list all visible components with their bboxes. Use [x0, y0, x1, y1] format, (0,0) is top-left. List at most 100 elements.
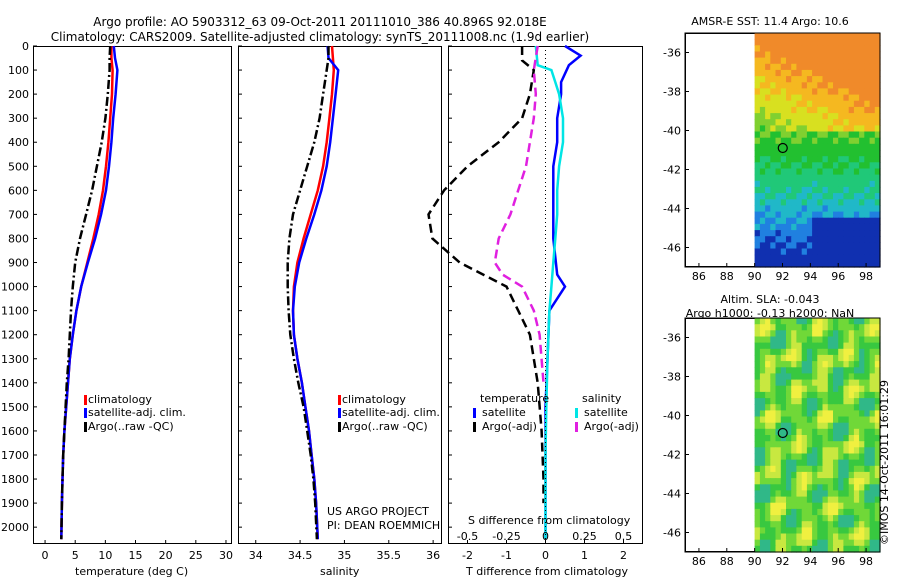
map-cell — [786, 82, 792, 90]
map-cell — [838, 478, 844, 485]
map-cell — [806, 484, 813, 492]
map-cell — [874, 76, 881, 83]
map-cell — [833, 39, 839, 46]
map-cell — [853, 260, 860, 268]
map-cell — [801, 100, 808, 108]
map-cell — [853, 404, 860, 411]
map-cell — [833, 354, 839, 362]
map-cell — [817, 217, 824, 225]
map-cell — [754, 521, 761, 528]
map-cell — [770, 106, 777, 114]
map-cell — [864, 416, 871, 424]
map-cell — [853, 63, 860, 71]
map-cell — [791, 230, 797, 237]
map-cell — [759, 199, 766, 207]
map-cell — [874, 186, 881, 194]
sst-map-title: AMSR-E SST: 11.4 Argo: 10.6 — [691, 15, 849, 28]
map-cell — [864, 180, 871, 188]
map-cell — [838, 410, 844, 418]
map-cell — [864, 174, 871, 182]
map-cell — [859, 39, 865, 46]
map-cell — [833, 391, 839, 399]
map-cell — [838, 100, 844, 108]
map-cell — [853, 465, 860, 473]
map-cell — [786, 471, 792, 479]
map-cell — [848, 63, 855, 71]
map-cell — [775, 199, 782, 207]
map-cell — [812, 186, 818, 194]
map-cell — [822, 515, 829, 522]
map-cell — [806, 545, 813, 553]
map-cell — [780, 217, 787, 225]
map-cell — [806, 404, 813, 411]
map-cell — [759, 45, 766, 53]
map-cell — [806, 367, 813, 375]
map-cell — [759, 428, 766, 436]
map-cell — [817, 422, 824, 430]
map-cell — [843, 119, 850, 126]
map-cell — [869, 465, 876, 473]
map-cell — [786, 490, 792, 498]
map-cell — [874, 484, 881, 492]
map-cell — [765, 57, 771, 65]
map-cell — [864, 545, 871, 553]
map-cell — [770, 428, 777, 436]
map-cell — [874, 199, 881, 207]
map-cell — [765, 230, 771, 237]
map-cell — [822, 545, 829, 553]
map-cell — [770, 131, 777, 139]
map-cell — [765, 318, 771, 325]
map-cell — [780, 410, 787, 418]
map-cell — [786, 236, 792, 243]
map-cell — [833, 94, 839, 102]
map-cell — [791, 447, 797, 455]
map-cell — [786, 33, 792, 40]
map-cell — [780, 539, 787, 547]
map-cell — [822, 217, 829, 225]
map-cell — [806, 45, 813, 53]
map-cell — [770, 404, 777, 411]
map-cell — [869, 471, 876, 479]
temperature-plot — [33, 46, 232, 544]
map-cell — [775, 478, 782, 485]
map-cell — [791, 69, 797, 77]
map-cell — [791, 496, 797, 504]
lon-tick-label: 92 — [776, 555, 790, 568]
map-cell — [843, 508, 850, 516]
map-cell — [812, 354, 818, 362]
map-cell — [869, 51, 876, 59]
map-cell — [759, 471, 766, 479]
x-tick-label: 10 — [98, 549, 112, 562]
map-cell — [817, 385, 824, 393]
map-cell — [791, 373, 797, 381]
map-cell — [853, 471, 860, 479]
map-cell — [827, 125, 834, 133]
map-cell — [859, 318, 865, 325]
map-cell — [796, 39, 803, 46]
map-cell — [817, 45, 824, 53]
lat-tick-label: -46 — [663, 527, 681, 540]
map-cell — [801, 478, 808, 485]
map-cell — [864, 324, 871, 331]
map-cell — [765, 199, 771, 207]
map-cell — [864, 336, 871, 344]
map-cell — [806, 156, 813, 163]
map-cell — [775, 324, 782, 331]
map-cell — [791, 471, 797, 479]
map-cell — [754, 453, 761, 461]
map-cell — [770, 545, 777, 553]
map-cell — [775, 447, 782, 455]
map-cell — [780, 342, 787, 350]
map-cell — [812, 88, 818, 96]
map-cell — [848, 242, 855, 250]
map-cell — [843, 150, 850, 157]
map-cell — [838, 223, 844, 231]
map-cell — [869, 76, 876, 83]
map-cell — [775, 186, 782, 194]
map-cell — [791, 422, 797, 430]
map-cell — [765, 100, 771, 108]
map-cell — [754, 435, 761, 442]
map-cell — [812, 527, 818, 535]
map-cell — [765, 471, 771, 479]
map-cell — [775, 527, 782, 535]
